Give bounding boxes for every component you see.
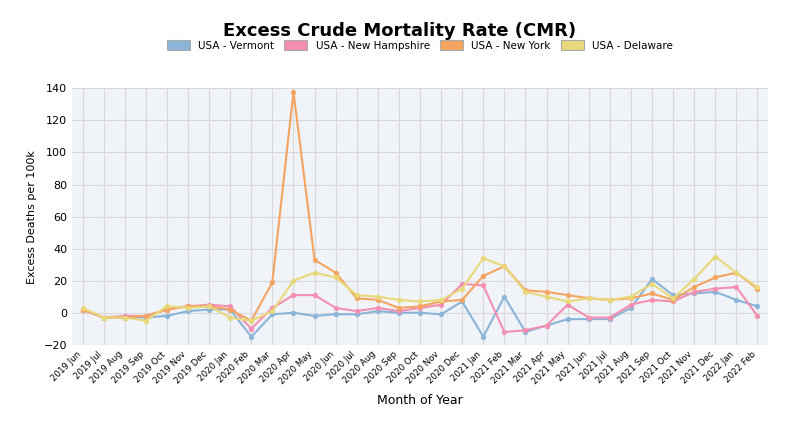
Legend: USA - Vermont, USA - New Hampshire, USA - New York, USA - Delaware: USA - Vermont, USA - New Hampshire, USA … xyxy=(163,37,677,53)
Y-axis label: Excess Deaths per 100k: Excess Deaths per 100k xyxy=(26,150,37,283)
X-axis label: Month of Year: Month of Year xyxy=(377,394,463,408)
Text: Excess Crude Mortality Rate (CMR): Excess Crude Mortality Rate (CMR) xyxy=(223,22,577,40)
